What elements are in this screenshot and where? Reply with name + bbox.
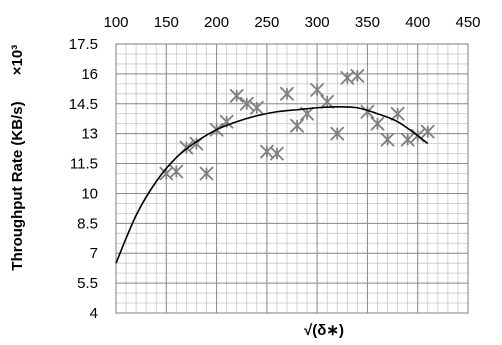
y-tick-label: 5.5: [77, 275, 98, 292]
data-point: [290, 118, 304, 133]
trend-line: [115, 105, 429, 264]
data-point: [350, 68, 365, 83]
data-point: [239, 96, 254, 111]
data-point: [370, 116, 385, 131]
x-tick-label: 400: [405, 14, 430, 31]
y-tick-label: 11.5: [70, 156, 98, 173]
scatter-points: [159, 68, 435, 181]
data-point: [420, 124, 435, 139]
minor-grid: [115, 43, 469, 314]
data-point: [280, 86, 294, 101]
x-axis-label: √(δ∗): [304, 322, 344, 339]
y-tick-label: 14.5: [69, 96, 98, 113]
data-point: [320, 94, 335, 109]
y-tick-label: 13: [81, 126, 98, 143]
data-point: [249, 100, 264, 115]
x-tick-label: 200: [204, 14, 229, 31]
x-tick-label: 250: [254, 14, 279, 31]
x-tick-label: 100: [103, 14, 128, 31]
data-point: [199, 166, 214, 181]
data-point: [169, 164, 184, 179]
x-tick-label: 450: [455, 14, 480, 31]
y-axis-label: Throughput Rate (KB/s): [9, 101, 26, 270]
y-tick-label: 17.5: [69, 36, 98, 53]
x-tick-label: 350: [355, 14, 380, 31]
x-tick-label: 300: [305, 14, 330, 31]
data-point: [310, 82, 325, 97]
data-point: [380, 132, 395, 147]
y-tick-label: 8.5: [77, 215, 98, 232]
y-tick-labels: 4 5.5 7 8.5 10 11.5 13 14.5 16 17.5: [69, 36, 98, 322]
major-grid: [115, 43, 469, 314]
y-tick-label: 7: [90, 245, 98, 262]
x-tick-labels: 100 150 200 250 300 350 400 450: [103, 14, 480, 31]
plot-area-border: [115, 43, 469, 314]
data-point: [390, 106, 405, 121]
y-multiplier-label: ×10³: [9, 45, 26, 75]
y-tick-label: 16: [81, 66, 98, 83]
y-tick-label: 10: [81, 185, 98, 202]
data-point: [400, 132, 415, 147]
x-tick-label: 150: [154, 14, 179, 31]
data-point: [229, 88, 244, 103]
y-tick-label: 4: [90, 305, 98, 322]
data-point: [330, 126, 345, 141]
data-point: [360, 104, 375, 119]
data-point: [270, 146, 284, 161]
